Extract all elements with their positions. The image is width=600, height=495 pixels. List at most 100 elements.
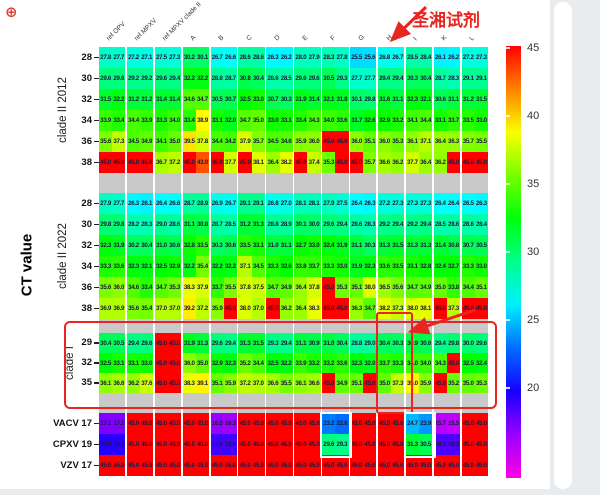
heatmap-cell: 28.6 bbox=[350, 214, 364, 235]
heatmap-cell: 26.1 bbox=[140, 193, 154, 214]
column-group: 28.8 29.0 bbox=[350, 333, 377, 353]
column-group: 34.6 34.7 bbox=[182, 89, 210, 110]
column-group: 31.1 30.3 bbox=[350, 235, 377, 256]
heatmap-cell: 29.6 bbox=[112, 68, 126, 89]
column-group: 33.9 33.4 bbox=[99, 110, 126, 131]
heatmap-cell: 28.3 bbox=[140, 214, 154, 235]
heatmap-cell: 31.9 bbox=[182, 333, 196, 353]
no-data-cell bbox=[210, 173, 237, 193]
colorbar-tick-45: 45 bbox=[527, 41, 540, 54]
column-group: 32.7 33.0 bbox=[294, 235, 321, 256]
heatmap-cell: 28.4 bbox=[474, 214, 488, 235]
row-tick-label: 32 bbox=[81, 357, 92, 368]
column-group: 32.4 32.7 bbox=[433, 256, 461, 277]
heatmap-cell: 29.3 bbox=[335, 68, 349, 89]
heatmap-cell: 35.7 bbox=[251, 131, 265, 152]
scrollbar-thumb[interactable] bbox=[554, 2, 572, 489]
heatmap-cell: 33.9 bbox=[99, 110, 113, 131]
column-group: 34.7 34.9 bbox=[266, 277, 293, 298]
heatmap-cell: 31.3 bbox=[251, 214, 265, 235]
heatmap-cell: 37.3 bbox=[446, 298, 461, 319]
heatmap-cell: 27.2 bbox=[126, 47, 141, 68]
heatmap-row: 19.3 19.2 45.0 45.0 45.0 45.0 45.0 45.0 18.6 18.6… bbox=[99, 434, 488, 455]
heatmap-cell: 45.0 bbox=[322, 131, 336, 152]
heatmap-cell: 31.0 bbox=[154, 235, 168, 256]
column-group: 33.7 33.3 bbox=[377, 353, 405, 373]
heatmap-cell: 27.8 bbox=[99, 47, 113, 68]
column-group: 45.0 45.0 bbox=[350, 455, 377, 476]
no-data-cell bbox=[322, 173, 349, 193]
heatmap-cell: 38.1 bbox=[418, 298, 433, 319]
column-group: 45.0 45.0 bbox=[154, 333, 182, 353]
heatmap-cell: 29.4 bbox=[167, 68, 182, 89]
heatmap-cell: 29.1 bbox=[238, 193, 252, 214]
heatmap-cell: 31.1 bbox=[279, 235, 293, 256]
column-group: 45.0 45.0 bbox=[322, 298, 349, 319]
column-header-H: H bbox=[384, 33, 394, 43]
column-group: 45.0 37.3 bbox=[433, 298, 461, 319]
column-group: 33.3 33.0 bbox=[461, 256, 488, 277]
heatmap-cell: 32.5 bbox=[238, 89, 252, 110]
heatmap-cell: 30.4 bbox=[140, 235, 154, 256]
clade1-highlight-rect bbox=[64, 321, 497, 409]
heatmap-cell: 33.0 bbox=[266, 110, 280, 131]
record-badge-icon: ⊕ bbox=[5, 4, 18, 21]
heatmap-cell: 35.7 bbox=[461, 131, 475, 152]
no-data-cell bbox=[405, 173, 433, 193]
heatmap-cell: 45.0 bbox=[433, 455, 447, 476]
heatmap-cell: 45.0 bbox=[140, 152, 154, 173]
column-group: 23.2 22.8 bbox=[322, 413, 349, 434]
heatmap-cell: 32.3 bbox=[405, 89, 419, 110]
column-group: 26.4 26.6 bbox=[154, 193, 182, 214]
heatmap-row: 45.0 45.0 45.0 45.0 36.7 37.2 45.0 43.0 45.0 37.7… bbox=[99, 152, 488, 173]
column-group: 35.6 35.4 bbox=[126, 298, 154, 319]
column-group: 31.2 31.3 bbox=[238, 214, 265, 235]
column-group: 45.0 45.0 bbox=[266, 434, 293, 455]
column-group: 32.5 33.0 bbox=[238, 89, 265, 110]
column-group: 30.3 30.4 bbox=[405, 68, 433, 89]
heatmap-cell: 45.0 bbox=[238, 152, 252, 173]
column-group: 28.0 27.9 bbox=[294, 47, 321, 68]
heatmap-cell: 30.0 bbox=[307, 214, 321, 235]
row-tick-mark bbox=[93, 342, 99, 344]
heatmap-cell: 32.4 bbox=[474, 353, 488, 373]
heatmap-cell: 39.2 bbox=[182, 298, 196, 319]
column-group: 37.7 36.4 bbox=[405, 152, 433, 173]
heatmap-cell: 26.5 bbox=[461, 193, 475, 214]
heatmap-cell: 35.9 bbox=[418, 373, 433, 393]
heatmap-cell: 45.0 bbox=[307, 434, 321, 455]
heatmap-cell: 26.6 bbox=[167, 193, 182, 214]
column-group: 45.0 45.0 bbox=[377, 413, 405, 434]
heatmap-cell: 45.0 bbox=[182, 413, 196, 434]
heatmap-cell: 45.0 bbox=[182, 434, 196, 455]
heatmap-cell: 17.1 bbox=[112, 413, 126, 434]
column-group: 36.1 36.6 bbox=[99, 373, 126, 393]
column-group: 34.5 34.9 bbox=[126, 131, 154, 152]
column-group: 35.0 35.3 bbox=[461, 373, 488, 393]
column-group: 30.0 29.6 bbox=[461, 333, 488, 353]
column-group: 28.6 28.5 bbox=[266, 68, 293, 89]
column-group: 45.0 45.0 bbox=[350, 434, 377, 455]
column-group: 36.4 36.3 bbox=[433, 131, 461, 152]
heatmap-cell: 45.0 bbox=[461, 434, 475, 455]
column-group: 29.6 29.4 bbox=[154, 68, 182, 89]
heatmap-cell: 37.4 bbox=[307, 152, 321, 173]
heatmap-cell: 33.6 bbox=[377, 256, 392, 277]
heatmap-cell: 28.8 bbox=[350, 333, 364, 353]
heatmap-cell: 35.6 bbox=[391, 277, 405, 298]
column-group: 36.4 38.2 bbox=[266, 152, 293, 173]
column-group: 35.6 36.0 bbox=[99, 277, 126, 298]
heatmap-cell: 29.4 bbox=[391, 214, 405, 235]
heatmap-cell: 45.0 bbox=[167, 434, 182, 455]
heatmap-cell: 45.0 bbox=[294, 413, 308, 434]
column-group: 30.4 30.5 bbox=[99, 333, 126, 353]
heatmap-cell: 31.0 bbox=[322, 333, 336, 353]
column-group: 45.0 38.1 bbox=[238, 152, 265, 173]
column-group: 45.0 45.0 bbox=[322, 131, 349, 152]
heatmap-cell: 32.2 bbox=[182, 256, 196, 277]
heatmap-cell: 34.0 bbox=[322, 110, 336, 131]
heatmap-cell: 33.7 bbox=[210, 277, 224, 298]
column-group: 38.3 37.9 bbox=[182, 277, 210, 298]
heatmap-cell: 15.7 bbox=[433, 413, 447, 434]
column-group: 28.5 28.4 bbox=[405, 47, 433, 68]
